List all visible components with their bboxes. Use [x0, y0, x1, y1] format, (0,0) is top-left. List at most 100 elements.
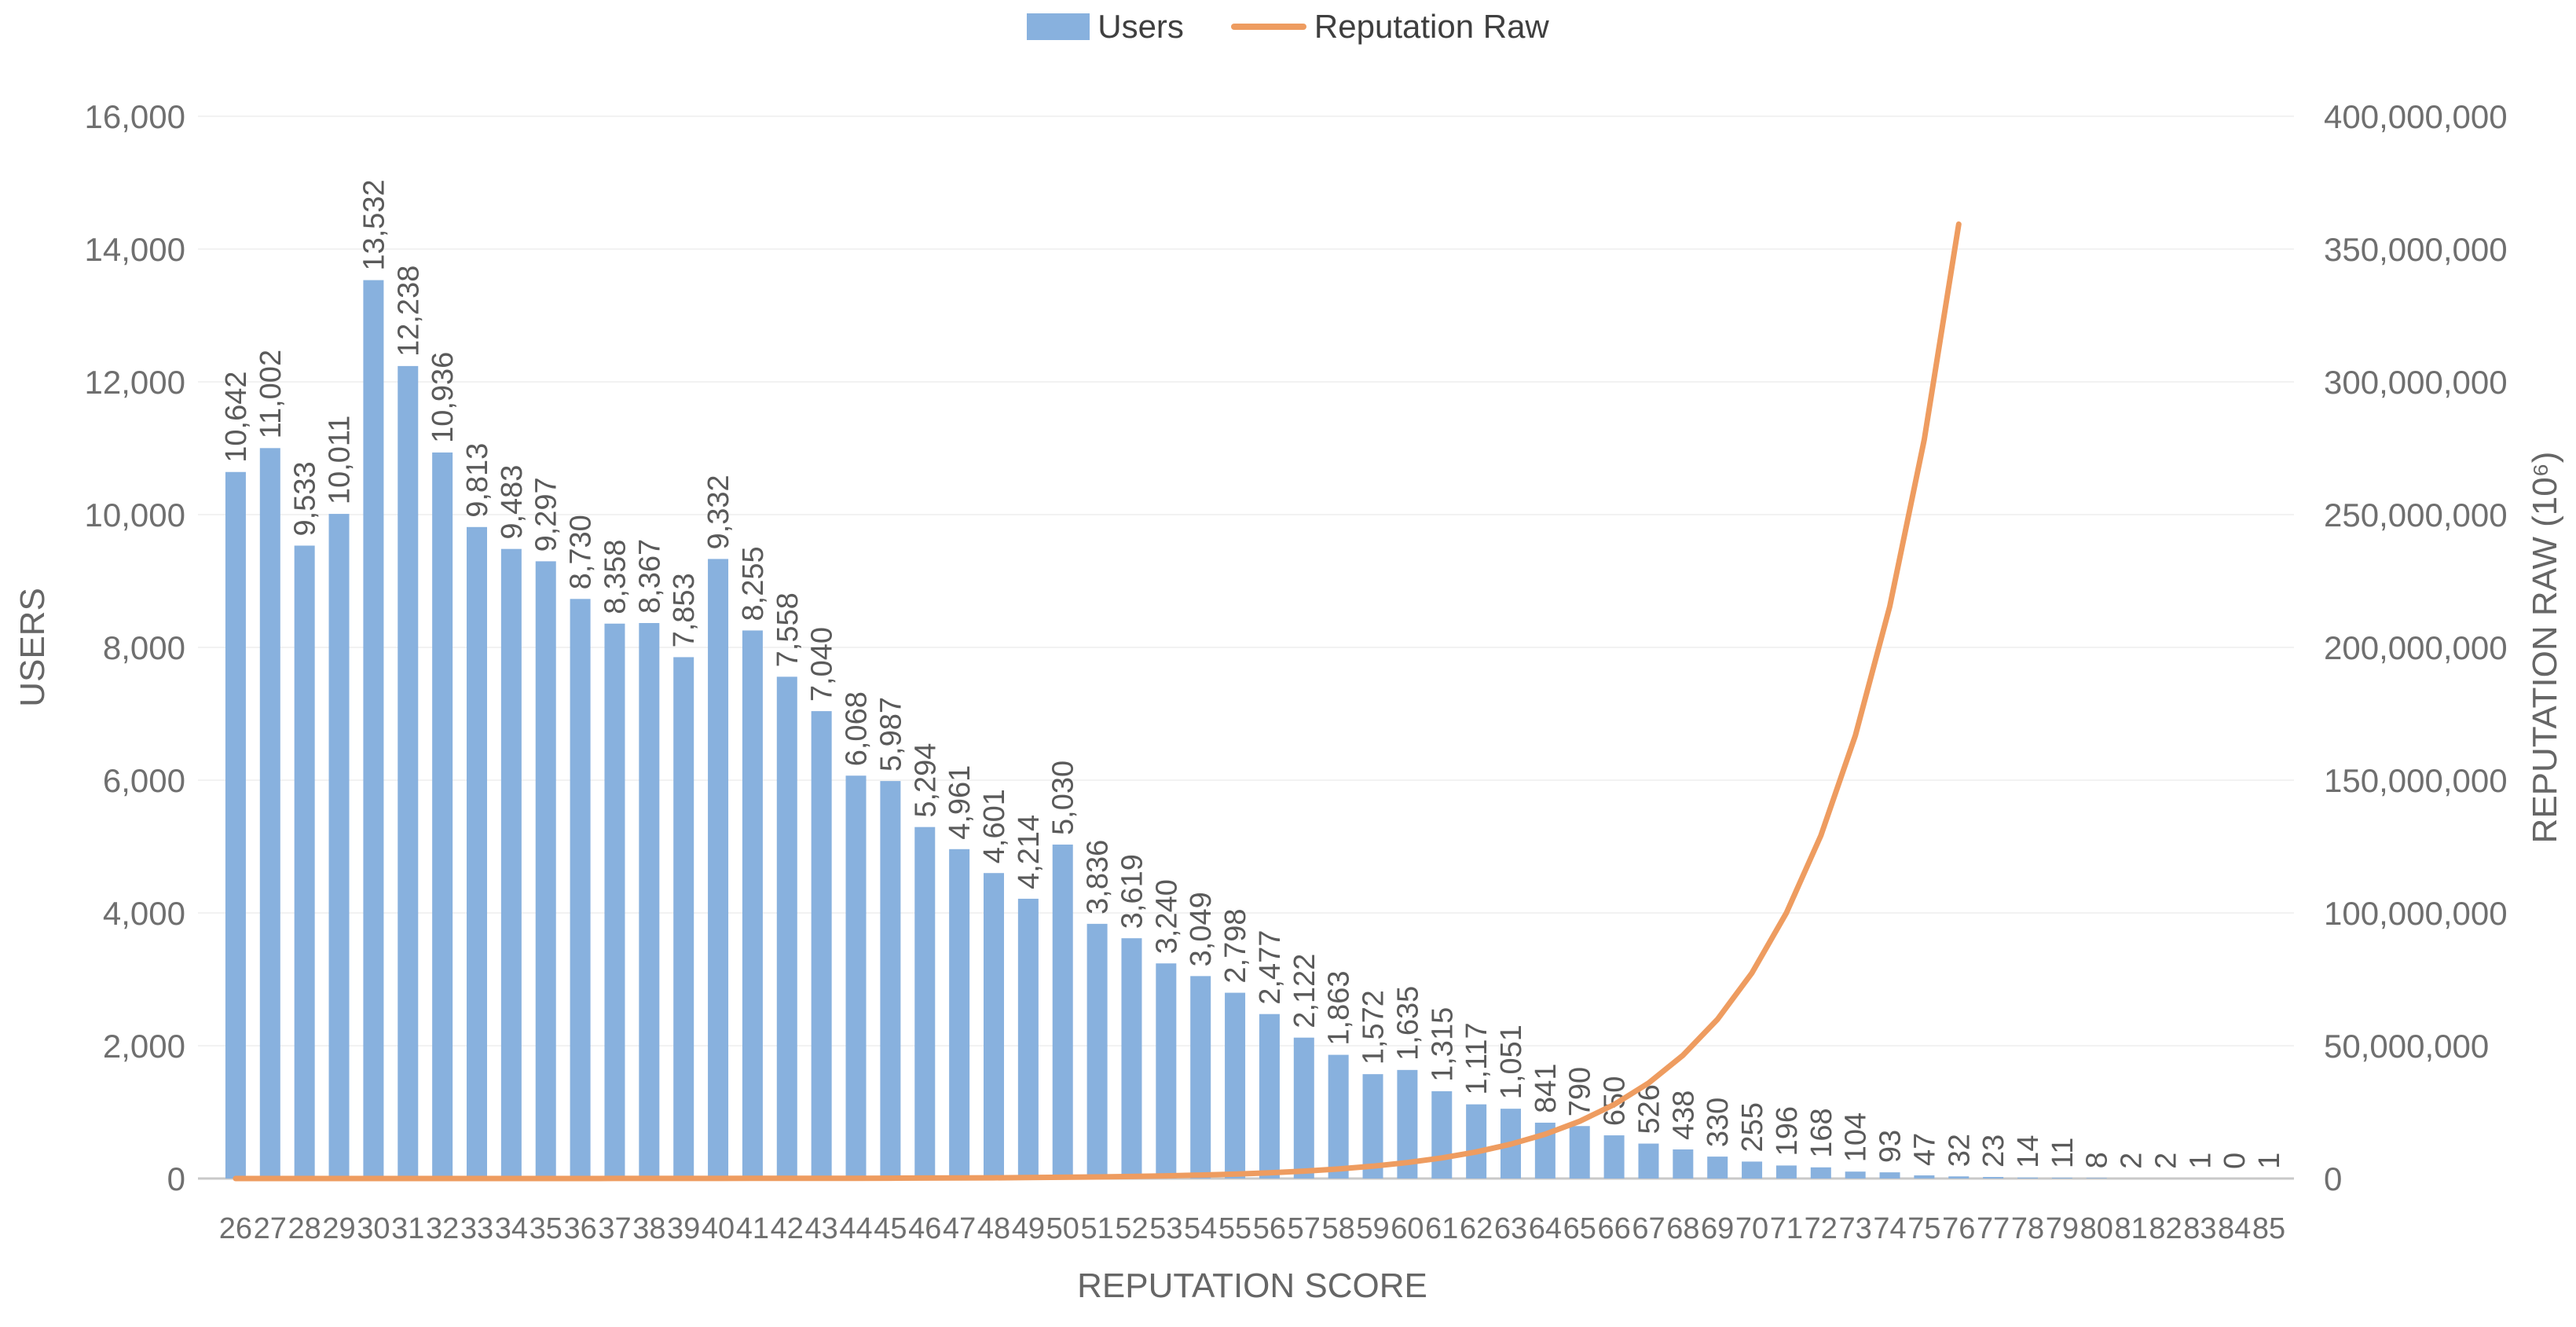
x-tick-label: 62 [1460, 1212, 1493, 1245]
x-tick-label: 75 [1907, 1212, 1940, 1245]
bar-value-label: 2,798 [1219, 908, 1252, 983]
bar-users [708, 559, 729, 1179]
x-tick-label: 36 [563, 1212, 596, 1245]
bar-value-label: 104 [1840, 1113, 1873, 1162]
bar-users [1017, 898, 1039, 1179]
y-tick-label-left: 0 [167, 1160, 185, 1197]
x-tick-label: 60 [1391, 1212, 1424, 1245]
bar-value-label: 10,642 [220, 372, 253, 463]
reputation-raw-line [233, 221, 1962, 1182]
bar-users [500, 548, 522, 1179]
bar-value-label: 9,297 [530, 477, 563, 552]
bar-users [1431, 1091, 1453, 1179]
bar-users [1569, 1126, 1590, 1179]
bar-value-label: 5,987 [874, 697, 907, 772]
legend-item-users[interactable]: Users [1027, 8, 1184, 46]
bar-value-label: 790 [1564, 1067, 1597, 1116]
x-tick-label: 28 [288, 1212, 321, 1245]
x-tick-label: 41 [736, 1212, 769, 1245]
bar-value-label: 3,619 [1116, 854, 1149, 929]
y-tick-label-left: 14,000 [85, 231, 185, 268]
bar-users [845, 775, 867, 1179]
x-tick-label: 37 [598, 1212, 631, 1245]
bar-users [1259, 1014, 1280, 1179]
x-tick-label: 47 [943, 1212, 976, 1245]
bar-users [398, 365, 419, 1179]
x-tick-label: 82 [2149, 1212, 2182, 1245]
bar-users [914, 827, 936, 1179]
bar-users [1638, 1143, 1659, 1179]
x-tick-label: 81 [2114, 1212, 2147, 1245]
bar-value-label: 14 [2012, 1135, 2045, 1168]
bar-users [639, 622, 660, 1179]
x-tick-label: 85 [2252, 1212, 2285, 1245]
x-tick-label: 61 [1425, 1212, 1458, 1245]
bar-value-label: 9,533 [289, 461, 322, 536]
x-tick-label: 34 [495, 1212, 528, 1245]
bar-users [1190, 976, 1211, 1179]
x-tick-label: 68 [1666, 1212, 1699, 1245]
y-tick-label-right: 400,000,000 [2324, 98, 2508, 135]
x-tick-label: 76 [1942, 1212, 1975, 1245]
x-tick-label: 69 [1701, 1212, 1734, 1245]
bar-users [225, 471, 246, 1179]
x-tick-label: 59 [1356, 1212, 1389, 1245]
x-tick-label: 43 [805, 1212, 838, 1245]
bar-value-label: 5,294 [909, 743, 942, 818]
bar-value-label: 4,601 [978, 789, 1011, 863]
bar-users [328, 514, 350, 1179]
bar-value-label: 255 [1736, 1102, 1769, 1152]
bar-value-label: 8,358 [599, 540, 632, 614]
bar-value-label: 9,332 [702, 475, 735, 549]
bar-users [1914, 1175, 1935, 1179]
bar-users [2086, 1178, 2107, 1179]
legend-users-label: Users [1097, 8, 1184, 45]
users-bar-swatch-icon [1027, 13, 1090, 40]
y-tick-label-left: 12,000 [85, 364, 185, 401]
x-tick-label: 72 [1805, 1212, 1838, 1245]
x-tick-label: 45 [874, 1212, 907, 1245]
bar-value-label: 9,483 [496, 465, 529, 540]
y-tick-label-left: 8,000 [103, 629, 185, 666]
bar-value-label: 8,730 [565, 515, 598, 589]
bar-value-label: 32 [1943, 1134, 1976, 1167]
bar-users [1225, 992, 1246, 1179]
x-tick-label: 55 [1218, 1212, 1251, 1245]
bar-value-label: 8 [2081, 1152, 2114, 1168]
x-tick-label: 33 [460, 1212, 493, 1245]
bar-value-label: 12,238 [392, 266, 425, 357]
bar-users [1983, 1177, 2004, 1179]
x-tick-label: 80 [2080, 1212, 2113, 1245]
bar-value-label: 1,051 [1495, 1025, 1528, 1099]
y-tick-label-right: 50,000,000 [2324, 1028, 2489, 1065]
bar-users [467, 526, 487, 1179]
x-tick-label: 40 [702, 1212, 735, 1245]
bar-value-label: 11 [2047, 1138, 2079, 1168]
x-tick-label: 83 [2183, 1212, 2216, 1245]
bar-users [880, 781, 901, 1179]
x-tick-label: 32 [426, 1212, 459, 1245]
bar-value-label: 4,214 [1013, 815, 1046, 889]
bar-value-label: 93 [1874, 1130, 1907, 1163]
bar-value-label: 1,315 [1426, 1007, 1459, 1082]
bar-users [1052, 844, 1073, 1179]
bar-users [949, 849, 970, 1179]
x-tick-label: 58 [1322, 1212, 1355, 1245]
x-tick-label: 27 [254, 1212, 287, 1245]
x-tick-label: 30 [357, 1212, 390, 1245]
legend-item-reputation-raw[interactable]: Reputation Raw [1230, 8, 1549, 46]
bar-users [570, 599, 591, 1179]
x-axis-title: REPUTATION SCORE [1077, 1267, 1427, 1305]
y-tick-label-left: 6,000 [103, 762, 185, 799]
bar-users [259, 448, 280, 1179]
bar-value-label: 5,030 [1047, 761, 1080, 835]
reputation-line-swatch-icon [1230, 24, 1306, 30]
x-tick-label: 31 [391, 1212, 424, 1245]
bar-users [673, 657, 694, 1179]
x-tick-label: 79 [2046, 1212, 2079, 1245]
bar-users [984, 873, 1004, 1179]
bar-value-label: 1 [2184, 1153, 2217, 1169]
bar-users [294, 545, 315, 1179]
x-tick-label: 42 [771, 1212, 804, 1245]
bar-users [1156, 963, 1177, 1179]
